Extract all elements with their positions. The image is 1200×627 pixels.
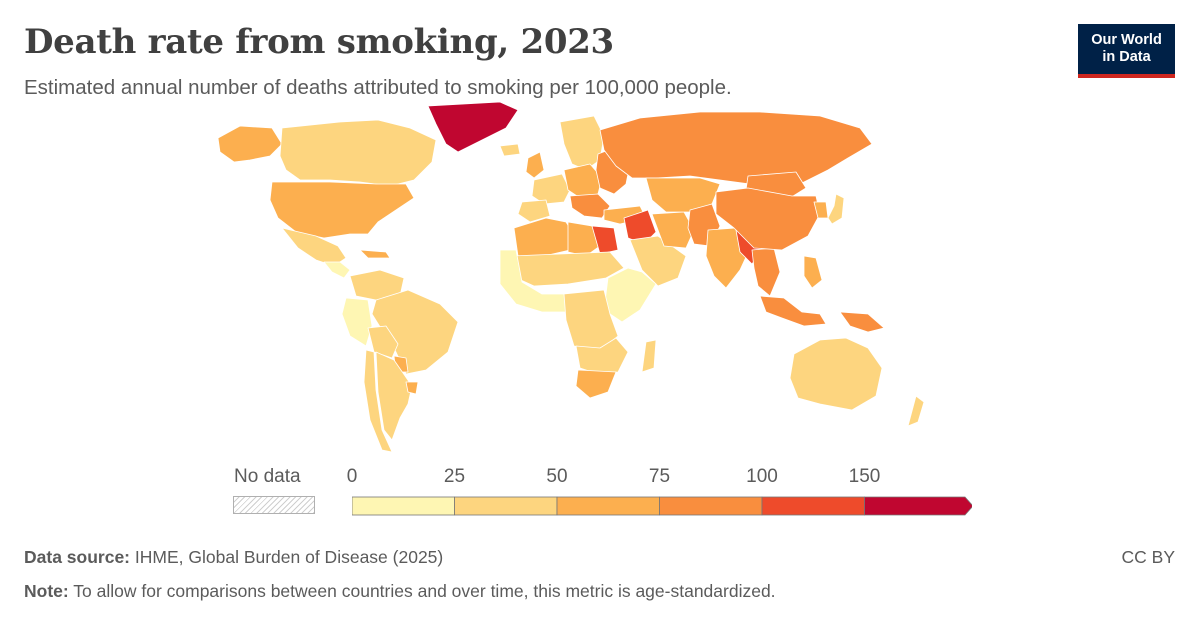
region-brazil[interactable] (371, 289, 459, 375)
note: Note: To allow for comparisons between c… (24, 581, 776, 602)
region-arabia[interactable] (629, 235, 687, 287)
data-source-text[interactable]: IHME, Global Burden of Disease (2025) (134, 547, 444, 567)
region-japan[interactable] (827, 193, 845, 225)
region-argentina[interactable] (375, 351, 413, 441)
region-indochina[interactable] (751, 247, 781, 297)
legend-tick-1: 25 (443, 466, 466, 487)
region-alaska[interactable] (217, 125, 283, 163)
region-china[interactable] (715, 187, 821, 251)
legend-no-data-swatch[interactable] (233, 496, 315, 514)
logo-line-2: in Data (1102, 49, 1151, 65)
legend-no-data-label: No data (234, 466, 301, 487)
note-label: Note: (24, 581, 69, 601)
data-source-label: Data source: (24, 547, 131, 567)
legend-tick-0: 0 (346, 466, 358, 487)
region-greenland[interactable] (427, 101, 519, 153)
region-australia[interactable] (789, 337, 883, 411)
region-balkans[interactable] (569, 193, 611, 219)
legend-color-bar[interactable] (352, 494, 972, 518)
region-iceland[interactable] (499, 143, 521, 157)
legend-bin-3[interactable] (659, 496, 763, 516)
region-indonesia[interactable] (759, 295, 827, 327)
legend-bin-2[interactable] (556, 496, 660, 516)
region-iberia[interactable] (517, 199, 551, 223)
region-madagascar[interactable] (641, 339, 657, 373)
region-sahel[interactable] (511, 251, 625, 287)
region-egypt[interactable] (591, 225, 619, 255)
region-philippines[interactable] (803, 255, 823, 289)
region-western-europe[interactable] (531, 173, 571, 205)
license[interactable]: CC BY (1121, 547, 1175, 567)
region-uk[interactable] (525, 151, 545, 179)
legend-tick-3: 75 (648, 466, 671, 487)
legend-tick-4: 100 (746, 466, 778, 487)
region-scandinavia[interactable] (559, 115, 605, 171)
owid-logo[interactable]: Our World in Data (1078, 24, 1175, 78)
world-map[interactable] (200, 100, 990, 460)
region-southern-africa[interactable] (575, 337, 629, 375)
data-source: Data source: IHME, Global Burden of Dise… (24, 547, 443, 568)
legend-bin-4[interactable] (761, 496, 865, 516)
region-central-america[interactable] (323, 261, 351, 279)
region-south-africa[interactable] (575, 369, 617, 399)
region-new-zealand[interactable] (907, 395, 925, 427)
legend-tick-2: 50 (546, 466, 568, 487)
note-text: To allow for comparisons between countri… (73, 581, 776, 601)
legend-bin-5[interactable] (864, 496, 973, 516)
chart-subtitle: Estimated annual number of deaths attrib… (24, 76, 732, 99)
region-russia[interactable] (599, 111, 873, 193)
region-papua[interactable] (839, 311, 885, 333)
logo-line-1: Our World (1091, 32, 1162, 48)
chart-title: Death rate from smoking, 2023 (24, 22, 614, 62)
region-bolivia-paraguay[interactable] (367, 325, 399, 359)
legend-bin-1[interactable] (454, 496, 558, 516)
region-uruguay[interactable] (405, 381, 419, 395)
region-peru[interactable] (341, 297, 373, 347)
legend-bin-0[interactable] (352, 496, 455, 516)
region-maghreb[interactable] (513, 217, 577, 257)
region-canada[interactable] (279, 119, 437, 187)
region-usa[interactable] (269, 181, 415, 239)
region-chile[interactable] (363, 349, 393, 453)
region-cuba[interactable] (359, 249, 391, 259)
legend-tick-5: 150 (848, 466, 881, 487)
region-libya[interactable] (567, 221, 601, 257)
